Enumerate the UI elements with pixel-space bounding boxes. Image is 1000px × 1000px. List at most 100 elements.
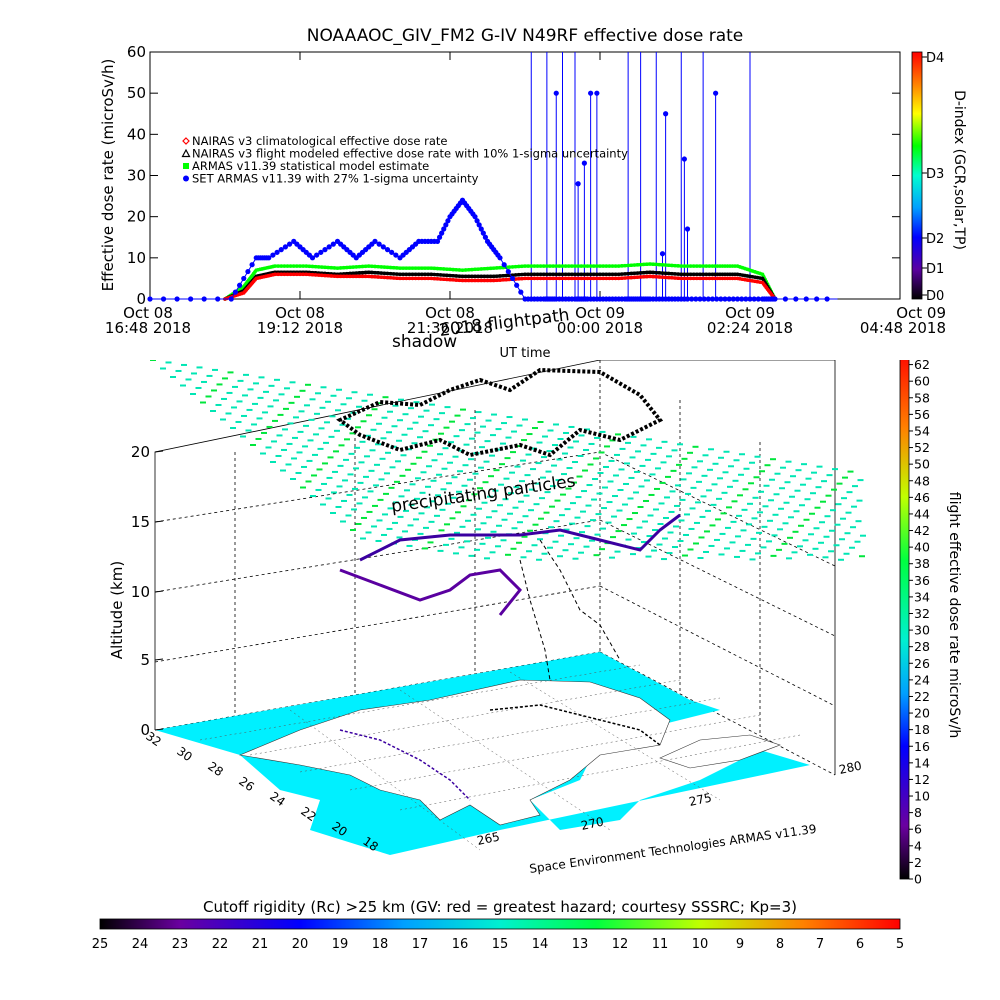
- series-point: [291, 272, 296, 277]
- series-point: [407, 266, 412, 270]
- series-point: [266, 255, 272, 261]
- dose-rate-colorbar-tick-label: 58: [914, 390, 930, 405]
- series-point: [332, 266, 337, 270]
- series-point: [385, 275, 390, 280]
- series-point: [423, 272, 427, 277]
- series-point: [585, 276, 590, 281]
- series-point: [249, 262, 255, 268]
- cutoff-rigidity-tick-label: 23: [172, 937, 189, 952]
- altitude-tick: [154, 658, 164, 661]
- series-point: [545, 276, 549, 281]
- series-point: [598, 264, 602, 268]
- series-point: [563, 276, 568, 281]
- dose-rate-colorbar-tick-label: 18: [914, 722, 930, 737]
- d-index-ticks: D0 D1 D2 D3 D4: [922, 51, 944, 304]
- series-point: [548, 264, 552, 268]
- series-point: [679, 276, 684, 281]
- y-axis: 0 10 20 30 40 50 60: [127, 43, 900, 308]
- series-point: [666, 271, 671, 276]
- series-point: [380, 244, 386, 250]
- series-point: [457, 274, 462, 278]
- series-point: [429, 272, 434, 277]
- series-point: [460, 268, 465, 272]
- series-point: [728, 276, 732, 281]
- series-point: [476, 222, 482, 228]
- series-point: [516, 277, 521, 281]
- series-point: [560, 264, 565, 268]
- dose-rate-colorbar-tick-label: 2: [914, 855, 922, 870]
- series-point: [420, 266, 424, 270]
- series-point: [682, 272, 687, 277]
- dose-rate-colorbar-tick-label: 4: [914, 838, 922, 853]
- chart-title: NOAAAOC_GIV_FM2 G-IV N49RF effective dos…: [307, 26, 744, 46]
- series-point: [438, 266, 443, 271]
- series-point: [623, 276, 627, 280]
- series-point: [654, 274, 659, 279]
- series-point: [313, 264, 318, 269]
- series-point: [384, 247, 391, 253]
- dose-rate-colorbar-tick-label: 42: [914, 523, 930, 538]
- series-point: [363, 264, 368, 269]
- series-point: [516, 272, 521, 277]
- series-point: [704, 276, 709, 281]
- series-point: [215, 296, 221, 302]
- series-point: [473, 267, 477, 272]
- series-point: [395, 266, 399, 270]
- series-point: [532, 264, 537, 268]
- series-point: [523, 264, 527, 268]
- series-point: [451, 273, 455, 278]
- series-point: [657, 262, 662, 267]
- dose-rate-colorbar-tick-label: 60: [914, 374, 930, 389]
- series-point: [576, 264, 580, 268]
- series-point: [720, 264, 725, 268]
- legend-marker: [183, 163, 189, 169]
- x-tick-label: 02:24 2018: [707, 319, 793, 337]
- legend-marker: [181, 148, 191, 158]
- spike-point: [575, 181, 581, 187]
- series-point: [366, 274, 371, 279]
- series-point: [273, 264, 277, 268]
- series-point: [426, 276, 430, 281]
- longitude-ticks: 265 270 275 280: [476, 758, 863, 847]
- spike-point: [553, 90, 559, 96]
- series-point: [320, 273, 324, 278]
- longitude-tick-label: 270: [580, 814, 605, 832]
- island-shape: [659, 734, 781, 769]
- series-point: [648, 262, 652, 266]
- series-point: [395, 272, 399, 276]
- series-point: [295, 272, 299, 277]
- dose-rate-colorbar-tick-label: 8: [914, 805, 922, 820]
- series-point: [423, 276, 427, 281]
- series-point: [491, 278, 496, 283]
- series-point: [566, 276, 571, 281]
- series-point: [401, 272, 405, 277]
- series-point: [620, 276, 624, 281]
- series-point: [607, 264, 612, 268]
- series-point: [309, 255, 316, 261]
- legend-label: NAIRAS v3 flight modeled effective dose …: [192, 147, 628, 161]
- series-point: [632, 275, 637, 280]
- series-point: [232, 289, 239, 295]
- series-point: [245, 268, 251, 275]
- series-point: [326, 244, 332, 250]
- series-point: [663, 271, 668, 276]
- series-point: [620, 272, 624, 276]
- series-point: [730, 296, 736, 302]
- series-point: [673, 276, 677, 280]
- y-axis-label: Effective dose rate (microSv/h): [99, 59, 117, 292]
- series-point: [316, 265, 321, 269]
- series-point: [563, 264, 568, 268]
- series-point: [751, 296, 757, 302]
- series-point: [698, 276, 702, 281]
- cutoff-rigidity-tick-label: 24: [132, 937, 149, 952]
- series-point: [720, 276, 725, 281]
- series-point: [448, 277, 452, 282]
- series-point: [722, 296, 728, 302]
- series-point: [373, 274, 377, 279]
- flight-3d-view: precipitating particles Space Environmen…: [92, 360, 962, 952]
- cutoff-rigidity-tick-label: 25: [92, 937, 109, 952]
- series-point: [535, 272, 540, 277]
- series-point: [725, 272, 730, 277]
- series-point: [310, 272, 315, 277]
- series-point: [366, 270, 371, 275]
